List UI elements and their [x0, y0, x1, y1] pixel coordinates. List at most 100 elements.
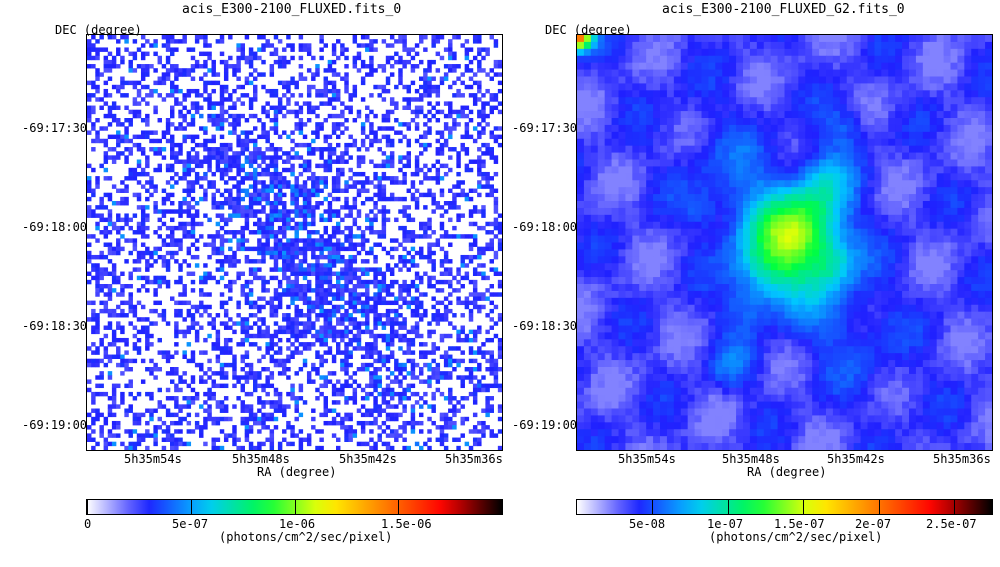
heatmap-cell	[319, 288, 324, 293]
heatmap-cell	[456, 88, 461, 94]
heatmap-cell	[398, 333, 403, 339]
heatmap-cell	[244, 279, 250, 285]
right-image-plot[interactable]	[576, 34, 993, 451]
heatmap-cell	[443, 47, 449, 52]
heatmap-cell	[427, 64, 432, 69]
heatmap-cell	[298, 213, 304, 218]
heatmap-cell	[306, 300, 312, 306]
heatmap-cell	[228, 217, 233, 223]
heatmap-cell	[389, 412, 395, 418]
heatmap-cell	[419, 445, 424, 450]
heatmap-cell	[290, 425, 295, 430]
heatmap-cell	[298, 55, 304, 61]
left-image-plot[interactable]	[86, 34, 503, 451]
heatmap-cell	[253, 259, 258, 264]
heatmap-cell	[406, 159, 411, 164]
heatmap-cell	[632, 55, 640, 64]
heatmap-cell	[798, 62, 806, 70]
heatmap-cell	[356, 408, 362, 413]
heatmap-cell	[87, 105, 92, 110]
heatmap-cell	[577, 41, 585, 50]
heatmap-cell	[352, 333, 358, 339]
heatmap-cell	[922, 62, 931, 70]
heatmap-cell	[228, 196, 233, 202]
heatmap-cell	[323, 242, 328, 247]
heatmap-cell	[145, 225, 150, 231]
heatmap-cell	[302, 209, 308, 214]
heatmap-cell	[174, 325, 179, 330]
heatmap-cell	[161, 263, 167, 268]
heatmap-cell	[170, 192, 175, 198]
heatmap-cell	[269, 188, 275, 193]
heatmap-cell	[618, 48, 626, 57]
heatmap-cell	[277, 292, 283, 297]
heatmap-cell	[756, 41, 765, 50]
heatmap-cell	[477, 97, 482, 102]
heatmap-cell	[319, 375, 324, 380]
heatmap-cell	[439, 35, 445, 40]
heatmap-cell	[460, 416, 465, 422]
heatmap-cell	[265, 167, 270, 173]
heatmap-cell	[211, 105, 216, 110]
heatmap-cell	[485, 246, 490, 252]
heatmap-cell	[103, 68, 109, 73]
heatmap-cell	[489, 35, 494, 40]
heatmap-cell	[228, 230, 233, 235]
heatmap-cell	[448, 134, 453, 140]
heatmap-cell	[929, 62, 938, 70]
heatmap-cell	[381, 64, 387, 69]
heatmap-cell	[311, 408, 316, 413]
heatmap-cell	[853, 76, 861, 84]
heatmap-cell	[419, 342, 424, 347]
heatmap-cell	[874, 48, 882, 57]
heatmap-cell	[286, 284, 291, 289]
heatmap-cell	[419, 93, 424, 98]
heatmap-cell	[170, 371, 175, 376]
heatmap-cell	[277, 192, 283, 198]
heatmap-cell	[240, 213, 245, 218]
heatmap-cell	[427, 126, 432, 131]
heatmap-cell	[236, 230, 241, 235]
heatmap-cell	[87, 387, 92, 393]
heatmap-cell	[481, 408, 486, 413]
heatmap-cell	[286, 404, 291, 409]
heatmap-cell	[331, 284, 337, 289]
heatmap-cell	[377, 425, 382, 430]
heatmap-cell	[365, 113, 370, 119]
heatmap-cell	[427, 329, 432, 335]
heatmap-cell	[91, 122, 96, 127]
heatmap-cell	[414, 250, 420, 256]
heatmap-cell	[157, 337, 162, 343]
heatmap-cell	[373, 408, 378, 413]
heatmap-cell	[360, 425, 366, 430]
heatmap-cell	[95, 408, 100, 413]
heatmap-cell	[344, 76, 349, 81]
heatmap-cell	[756, 76, 765, 84]
heatmap-cell	[381, 97, 387, 102]
colorbar-tick-mark	[398, 500, 400, 514]
heatmap-cell	[240, 234, 245, 239]
heatmap-cell	[431, 408, 436, 413]
heatmap-cell	[95, 284, 100, 289]
heatmap-cell	[282, 246, 287, 252]
heatmap-cell	[219, 238, 225, 243]
heatmap-cell	[294, 371, 299, 376]
heatmap-cell	[414, 126, 420, 131]
heatmap-cell	[468, 375, 474, 380]
heatmap-cell	[277, 250, 283, 256]
heatmap-cell	[402, 43, 407, 48]
heatmap-cell	[244, 217, 250, 223]
heatmap-cell	[215, 188, 221, 193]
heatmap-cell	[398, 130, 403, 135]
heatmap-cell	[340, 425, 345, 430]
heatmap-cell	[145, 325, 150, 330]
heatmap-cell	[356, 234, 362, 239]
heatmap-cell	[389, 43, 395, 48]
heatmap-cell	[978, 76, 986, 84]
heatmap-cell	[298, 130, 304, 135]
heatmap-cell	[273, 391, 279, 397]
heatmap-cell	[132, 84, 138, 90]
heatmap-cell	[360, 308, 366, 314]
heatmap-cell	[211, 59, 216, 65]
heatmap-cell	[170, 84, 175, 90]
